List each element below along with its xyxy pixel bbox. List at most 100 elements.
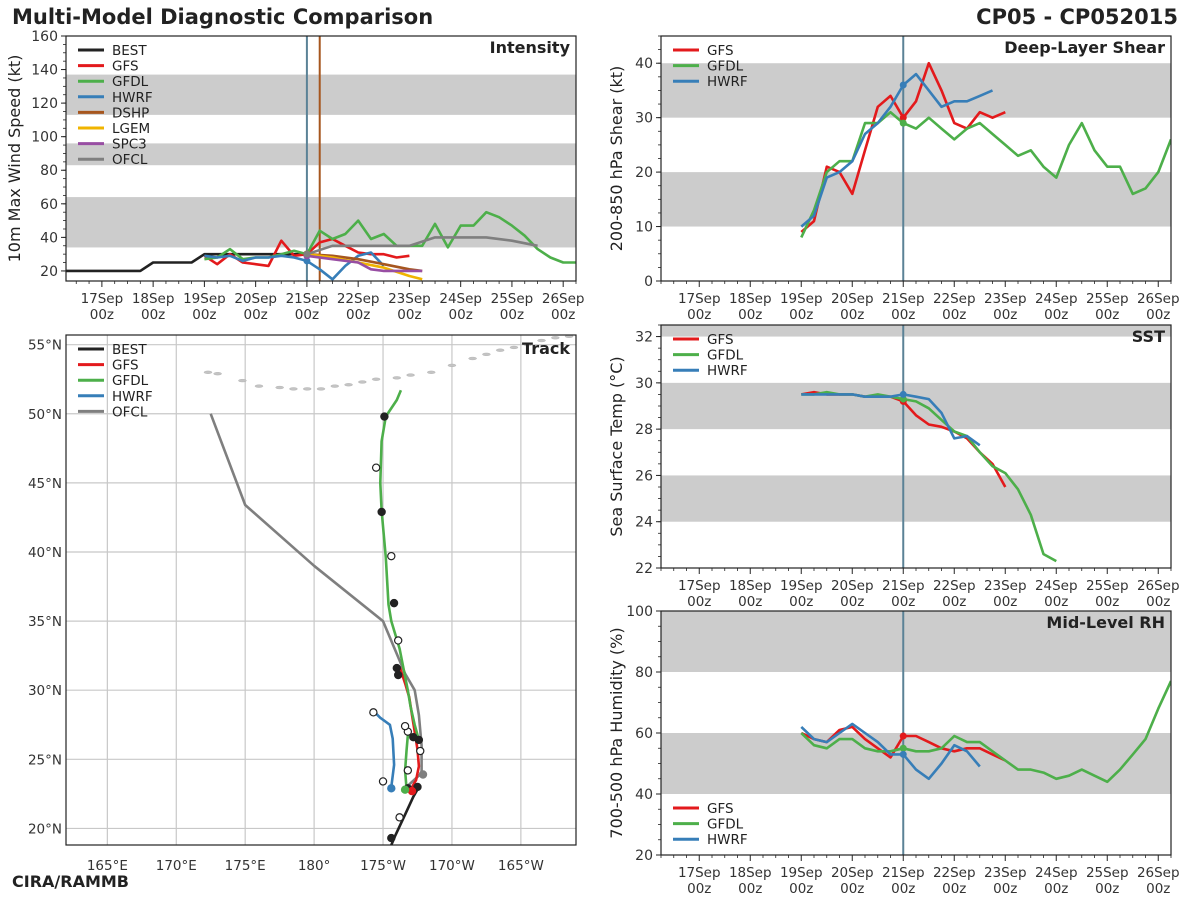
intensity-band — [66, 143, 576, 166]
sst-xtick-date: 22Sep — [933, 578, 976, 594]
track-lat-label: 40°N — [28, 545, 62, 561]
track-plot-area — [66, 335, 576, 845]
island — [495, 348, 505, 352]
intensity-frame — [65, 35, 577, 282]
sst-xtick-date: 18Sep — [729, 578, 772, 594]
track-position-marker — [371, 463, 381, 472]
rh-analysis-point-gfdl — [899, 744, 907, 752]
rh-analysis-point-gfs — [899, 732, 907, 740]
sst-band — [661, 325, 1171, 337]
track-lon-label: 165°W — [498, 858, 544, 874]
intensity-xtick-date: 21Sep — [286, 291, 329, 307]
rh-xtick-hour: 00z — [993, 881, 1017, 897]
shear-ylabel: 200-850 hPa Shear (kt) — [607, 66, 626, 252]
intensity-ytick-label: 40 — [40, 230, 58, 246]
sst-xtick-hour: 00z — [891, 594, 915, 610]
shear-xtick-date: 25Sep — [1086, 291, 1129, 307]
intensity-xtick-date: 25Sep — [491, 291, 534, 307]
sst-ytick-label: 28 — [635, 422, 653, 438]
sst-xtick-hour: 00z — [942, 594, 966, 610]
island — [427, 370, 436, 374]
intensity-ytick-label: 20 — [40, 264, 58, 280]
track-position-marker — [393, 636, 403, 645]
intensity-panel: 2040608010012014016017Sep00z18Sep00z19Se… — [5, 29, 584, 323]
rh-xtick-hour: 00z — [1044, 881, 1068, 897]
intensity-xtick-hour: 00z — [141, 307, 165, 323]
rh-ylabel: 700-500 hPa Humidity (%) — [607, 627, 626, 838]
track-position-marker — [413, 782, 422, 792]
rh-ytick-label: 80 — [635, 665, 653, 681]
intensity-ylabel: 10m Max Wind Speed (kt) — [5, 55, 24, 263]
track-position-marker — [395, 813, 404, 822]
track-position-marker — [377, 507, 386, 517]
shear-xtick-hour: 00z — [789, 307, 813, 323]
island — [213, 372, 222, 376]
shear-plot-area — [661, 36, 1171, 281]
track-position-marker — [389, 598, 399, 608]
shear-ytick-label: 0 — [644, 274, 653, 290]
intensity-xtick-date: 26Sep — [542, 291, 585, 307]
shear-legend-label-gfs: GFS — [707, 43, 734, 59]
track-position-marker — [416, 746, 425, 756]
rh-xtick-date: 20Sep — [831, 865, 874, 881]
rh-xtick-date: 17Sep — [678, 865, 721, 881]
rh-panel: 2040608010017Sep00z18Sep00z19Sep00z20Sep… — [607, 604, 1180, 897]
intensity-xtick-date: 22Sep — [337, 291, 380, 307]
rh-analysis-point-hwrf — [899, 750, 907, 758]
shear-xtick-hour: 00z — [1146, 307, 1170, 323]
intensity-legend-label-dshp: DSHP — [112, 105, 149, 121]
shear-ytick-label: 10 — [635, 220, 653, 236]
sst-xtick-date: 19Sep — [780, 578, 823, 594]
track-panel: 165°E 170°E 175°E 180° 175°W 170°W 165°W 20°N 25… — [28, 334, 577, 874]
sst-xtick-hour: 00z — [687, 594, 711, 610]
track-legend-label-ofcl: OFCL — [112, 404, 148, 420]
track-position-marker — [387, 551, 396, 561]
sst-band — [661, 382, 1171, 430]
sst-panel: 22242628303217Sep00z18Sep00z19Sep00z20Se… — [607, 324, 1180, 610]
shear-title: Deep-Layer Shear — [1004, 38, 1165, 57]
sst-plot-area — [661, 325, 1171, 568]
track-position-marker — [418, 770, 428, 779]
intensity-xtick-date: 17Sep — [81, 291, 124, 307]
shear-xtick-date: 24Sep — [1035, 291, 1078, 307]
sst-xtick-date: 21Sep — [882, 578, 925, 594]
track-legend-label-gfdl: GFDL — [112, 373, 149, 389]
shear-series-gfdl — [800, 110, 1171, 238]
shear-xtick-date: 21Sep — [882, 291, 925, 307]
rh-legend-label-hwrf: HWRF — [707, 832, 748, 848]
track-series-hwrf — [372, 709, 396, 788]
rh-xtick-date: 24Sep — [1035, 865, 1078, 881]
sst-analysis-point-hwrf — [899, 390, 907, 398]
rh-xtick-date: 25Sep — [1086, 865, 1129, 881]
track-position-marker — [380, 412, 389, 421]
rh-xtick-date: 23Sep — [984, 865, 1027, 881]
intensity-ytick-label: 120 — [31, 96, 58, 112]
sst-xtick-date: 17Sep — [678, 578, 721, 594]
rh-xtick-hour: 00z — [789, 881, 813, 897]
intensity-ytick-label: 160 — [31, 29, 58, 45]
intensity-legend-label-spc3: SPC3 — [112, 137, 147, 153]
track-position-marker — [400, 785, 410, 794]
shear-xtick-hour: 00z — [840, 307, 864, 323]
track-position-marker — [387, 784, 396, 793]
sst-ylabel: Sea Surface Temp (°C) — [607, 356, 626, 536]
track-lon-label: 165°E — [87, 858, 128, 874]
intensity-series-spc3 — [306, 254, 423, 273]
sst-xtick-date: 24Sep — [1035, 578, 1078, 594]
island — [238, 379, 247, 383]
shear-xtick-date: 23Sep — [984, 291, 1027, 307]
figure-title: Multi-Model Diagnostic Comparison — [12, 5, 434, 29]
island — [406, 373, 415, 377]
sst-legend-label-hwrf: HWRF — [707, 363, 748, 379]
island — [482, 352, 491, 356]
rh-xtick-hour: 00z — [687, 881, 711, 897]
shear-xtick-date: 18Sep — [729, 291, 772, 307]
shear-analysis-point-hwrf — [899, 81, 907, 89]
island — [303, 387, 312, 391]
track-frame — [65, 334, 577, 846]
intensity-xtick-date: 20Sep — [234, 291, 277, 307]
sst-title: SST — [1132, 327, 1165, 346]
sst-xtick-hour: 00z — [738, 594, 762, 610]
sst-series-hwrf — [801, 393, 981, 447]
